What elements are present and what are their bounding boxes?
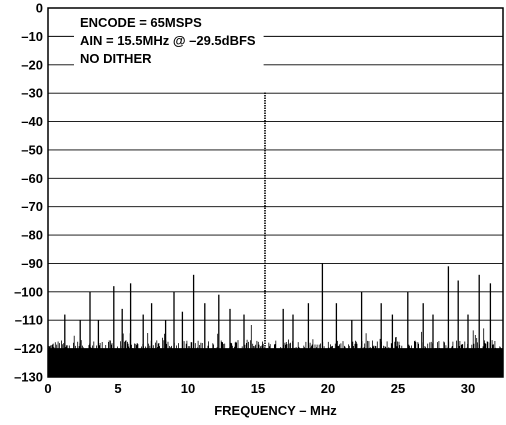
y-tick-label: –80 [21,228,43,243]
noise-floor-fill [48,348,503,377]
annotation-line: NO DITHER [80,51,152,66]
y-tick-label: –60 [21,171,43,186]
y-tick-label: –100 [14,284,43,299]
y-tick-label: –20 [21,57,43,72]
y-axis-ticks: 0 –10 –20 –30 –40 –50 –60 –70 –80 –90 –100 –110 –120… [14,1,43,385]
x-axis-ticks: 0 5 10 15 20 25 30 [44,372,475,396]
annotation-line: ENCODE = 65MSPS [80,15,202,30]
y-tick-label: –10 [21,29,43,44]
x-tick-label: 20 [321,381,335,396]
plot-frame [47,7,504,378]
annotation-line: AIN = 15.5MHz @ –29.5dBFS [80,33,256,48]
y-tick-label: –70 [21,199,43,214]
x-tick-label: 0 [44,381,51,396]
annotation-box [74,22,264,79]
y-tick-label: –90 [21,256,43,271]
x-tick-label: 30 [461,381,475,396]
x-axis-title: FREQUENCY – MHz [214,403,337,418]
annotations: ENCODE = 65MSPS AIN = 15.5MHz @ –29.5dBFS… [80,15,256,66]
grid-lines [48,35,503,350]
noise-floor [48,325,503,377]
x-tick-label: 10 [181,381,195,396]
x-tick-label: 25 [391,381,405,396]
y-tick-label: –120 [14,341,43,356]
y-tick-label: –110 [15,313,43,328]
y-tick-label: –50 [21,142,43,157]
spectrum-spurs [64,91,492,352]
y-tick-label: 0 [36,1,43,16]
y-tick-label: –130 [14,370,43,385]
x-tick-label: 15 [251,381,265,396]
x-tick-label: 5 [114,381,121,396]
y-tick-label: –30 [21,86,43,101]
y-tick-label: –40 [21,114,43,129]
